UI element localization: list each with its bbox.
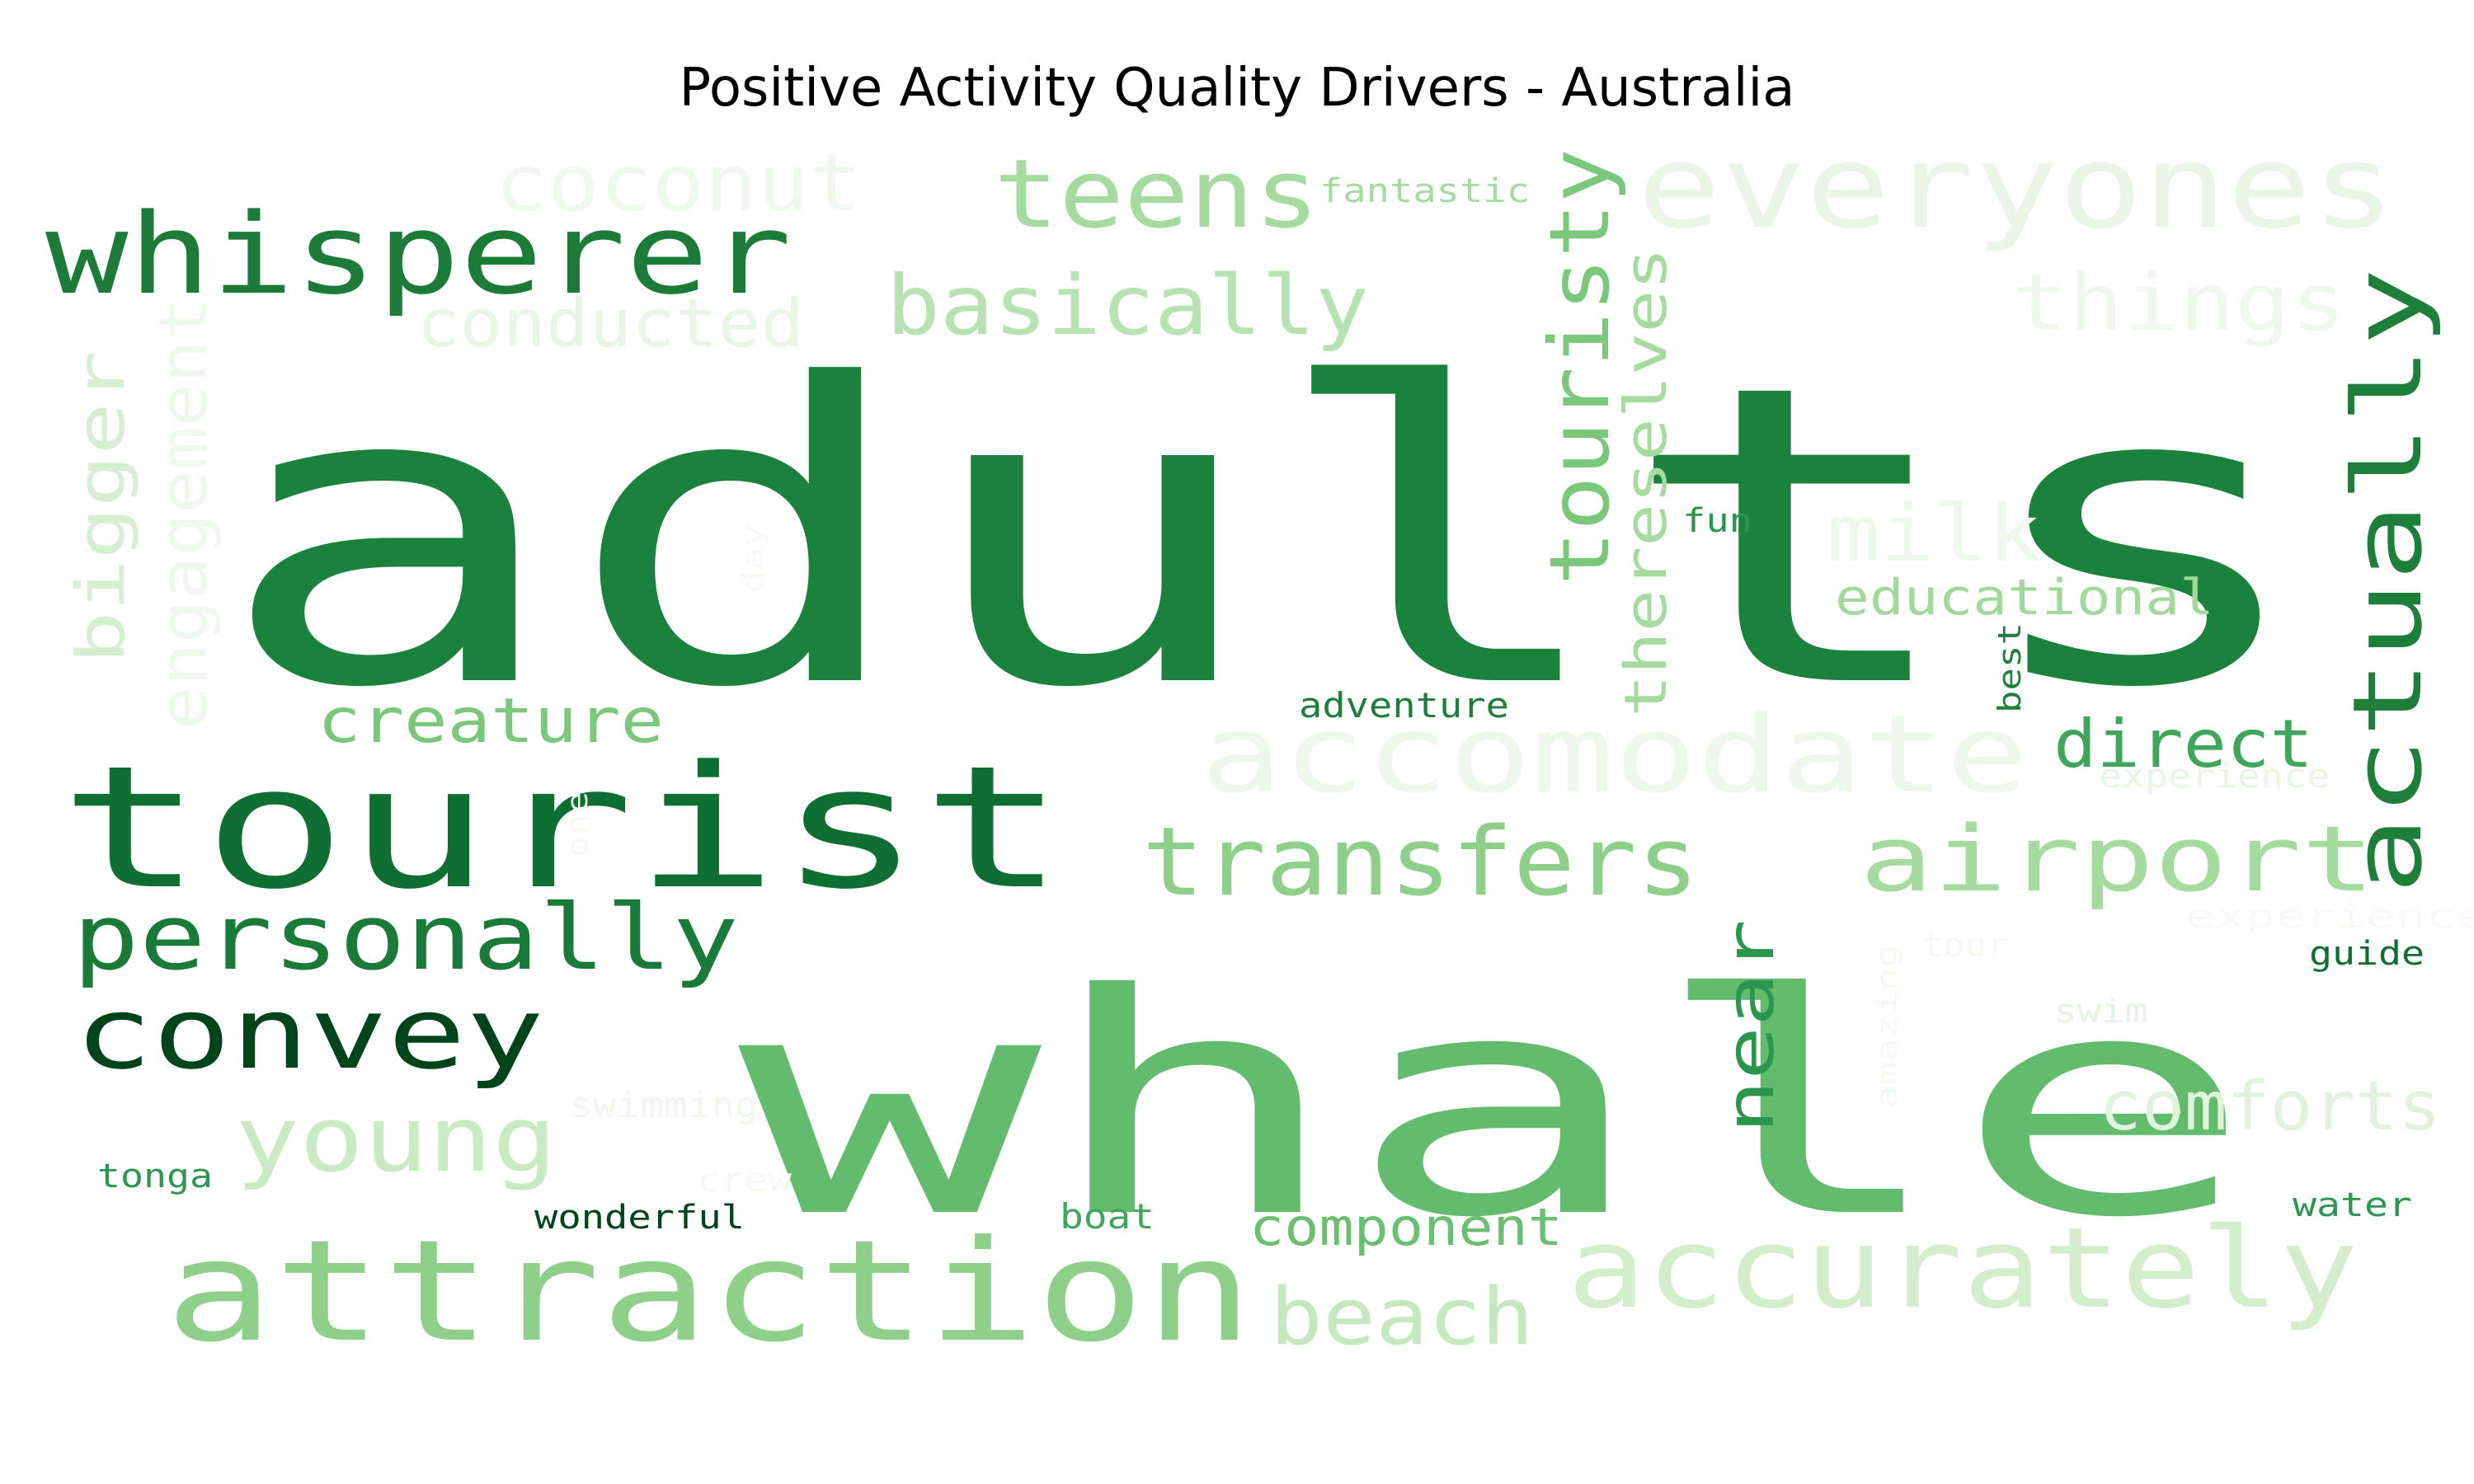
word-adventure: adventure [1299, 685, 1509, 726]
word-best: best [1992, 622, 2028, 713]
word-educational: educational [1835, 569, 2214, 627]
word-actually: actually [2333, 268, 2443, 895]
word-tour: tour [1921, 927, 2008, 965]
word-amazing: amazing [1871, 944, 1904, 1109]
chart-title: Positive Activity Quality Drivers - Aust… [679, 58, 1795, 119]
word-beach: beach [1270, 1272, 1534, 1363]
word-water: water [2293, 1186, 2412, 1224]
word-one: one [562, 791, 595, 857]
word-fun: fun [1682, 502, 1752, 540]
word-convey: convey [74, 977, 544, 1092]
word-tonga: tonga [97, 1158, 213, 1195]
word-swimming: swimming [569, 1085, 759, 1125]
word-day: day [737, 524, 770, 594]
word-swim: swim [2053, 993, 2148, 1031]
word-fantastic: fantastic [1319, 172, 1530, 210]
word-accomodate: accomodate [1200, 692, 2029, 817]
word-creature: creature [317, 684, 664, 757]
word-boat: boat [1060, 1196, 1155, 1237]
word-everyones: everyones [1637, 120, 2396, 255]
word-bigger: bigger [63, 350, 139, 664]
word-guide: guide [2309, 935, 2425, 973]
word-wonderful: wonderful [534, 1199, 745, 1237]
word-tourist: tourist [59, 730, 1065, 927]
word-thereselves: thereselves [1612, 247, 1680, 717]
word-experienced: experienced [2185, 898, 2474, 936]
word-things: things [2012, 258, 2346, 349]
word-conducted: conducted [416, 285, 804, 362]
word-personally: personally [73, 885, 739, 990]
word-transfers: transfers [1142, 807, 1699, 918]
word-experience: experience [2099, 758, 2330, 796]
word-comforts: comforts [2099, 1068, 2441, 1146]
word-coconut: coconut [495, 139, 862, 229]
word-teens: teens [994, 139, 1319, 250]
word-engagement: engagement [145, 297, 222, 730]
word-touristy: touristy [1531, 148, 1628, 585]
word-basically: basically [887, 257, 1369, 354]
word-milk: milk [1827, 489, 2041, 580]
word-airport: airport [1860, 806, 2375, 912]
word-whisperer: whisperer [45, 190, 792, 319]
word-adults: adults [214, 298, 2317, 777]
word-young: young [235, 1087, 557, 1192]
word-accurately: accurately [1567, 1204, 2359, 1333]
word-near: near [1712, 919, 1789, 1134]
word-whale: whale [738, 930, 2255, 1284]
word-direct: direct [2053, 706, 2313, 782]
word-component: component [1249, 1197, 1563, 1257]
word-attraction: attraction [165, 1210, 1253, 1374]
word-crew: crew [697, 1162, 793, 1200]
